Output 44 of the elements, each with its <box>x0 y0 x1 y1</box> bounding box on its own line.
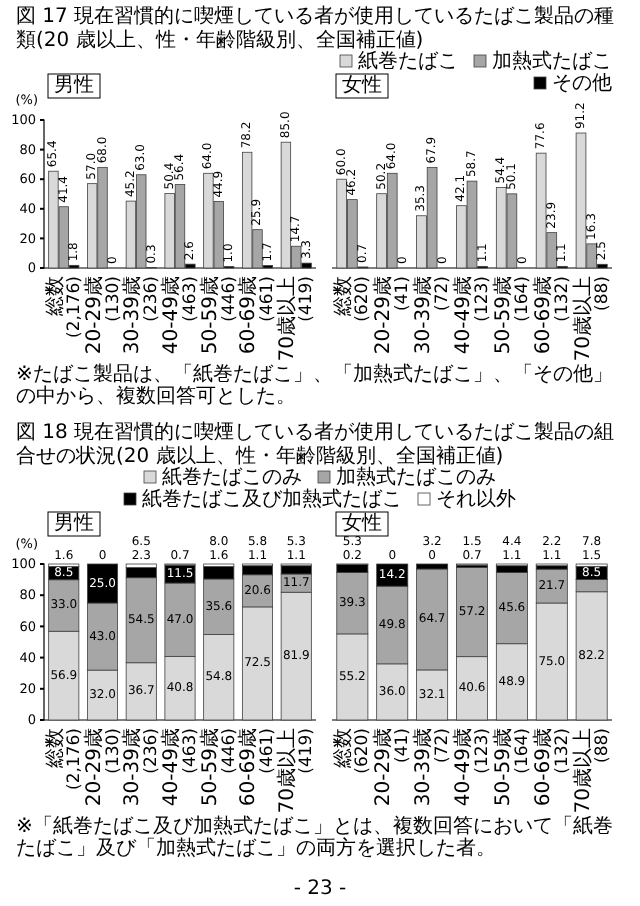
legend-label: 紙巻たばこのみ <box>162 465 302 489</box>
chart-subtitle: 女性 <box>342 511 382 535</box>
legend-label: 紙巻たばこ及び加熱式たばこ <box>142 487 402 511</box>
x-tick-label: 30-39歳 (236) <box>120 276 163 355</box>
text: ※「紙巻たばこ及び加熱式たばこ」とは、複数回答において「紙巻たばこ」及び「加熱式たばこ」の両方を選択した者。 <box>16 814 613 860</box>
x-tick-label: 40-49歳 (123) <box>451 728 493 807</box>
x-tick-label: 20-29歳 (41) <box>371 276 414 355</box>
legend-label: 加熱式たばこ <box>492 49 612 73</box>
x-tick-label: 60-69歳 (461) <box>236 276 279 355</box>
x-tick-label: 総数 (2,176) <box>42 276 85 338</box>
x-tick-label: 60-69歳 (132) <box>530 728 573 807</box>
x-tick-label: 50-59歳 (446) <box>197 276 240 355</box>
x-tick-label: 総数 (2,176) <box>42 728 85 790</box>
x-tick-label: 40-49歳 (123) <box>451 276 493 355</box>
x-tick-label: 20-29歳 (130) <box>81 276 124 355</box>
legend-label: それ以外 <box>436 487 516 511</box>
x-tick-label: 50-59歳 (164) <box>490 276 533 355</box>
x-tick-label: 30-39歳 (236) <box>120 728 163 807</box>
x-tick-label: 総数 (620) <box>331 728 374 774</box>
x-tick-label: 50-59歳 (164) <box>490 728 533 807</box>
x-tick-label: 30-39歳 (72) <box>411 276 454 355</box>
chart-title: 図 17 現在習慣的に喫煙している者が使用しているたばこ製品の種類(20 歳以上、性・年齢階級別、全国補正値) <box>16 4 615 52</box>
text: ※たばこ製品は、「紙巻たばこ」、「加熱式たばこ」、「その他」の中から、複数回答可とした。 <box>16 362 613 408</box>
legend-label: 紙巻たばこ <box>358 49 458 73</box>
chart-subtitle: 男性 <box>54 511 94 535</box>
x-tick-label: 総数 (620) <box>331 276 374 322</box>
x-tick-label: 60-69歳 (132) <box>530 276 573 355</box>
x-tick-label: 30-39歳 (72) <box>411 728 454 807</box>
x-tick-label: 70歳以上 (419) <box>275 728 318 814</box>
chart-subtitle: 男性 <box>54 73 94 97</box>
x-tick-label: 50-59歳 (446) <box>197 728 240 807</box>
chart-title: 図 18 現在習慣的に喫煙している者が使用しているたばこ製品の組合せの状況(20 歳以上、性・年齢階級別、全国補正値) <box>16 420 615 468</box>
x-tick-label: 70歳以上 (88) <box>570 276 613 362</box>
x-tick-label: 40-49歳 (463) <box>159 728 201 807</box>
x-tick-label: 40-49歳 (463) <box>159 276 201 355</box>
legend-label: その他 <box>552 71 612 95</box>
chart-subtitle: 女性 <box>342 73 382 97</box>
x-tick-label: 60-69歳 (461) <box>236 728 279 807</box>
x-tick-label: 70歳以上 (88) <box>570 728 613 814</box>
x-tick-label: 70歳以上 (419) <box>275 276 318 362</box>
text: - 23 - <box>293 878 348 900</box>
legend-label: 加熱式たばこのみ <box>336 465 496 489</box>
x-tick-label: 20-29歳 (41) <box>371 728 414 807</box>
x-tick-label: 20-29歳 (130) <box>81 728 124 807</box>
